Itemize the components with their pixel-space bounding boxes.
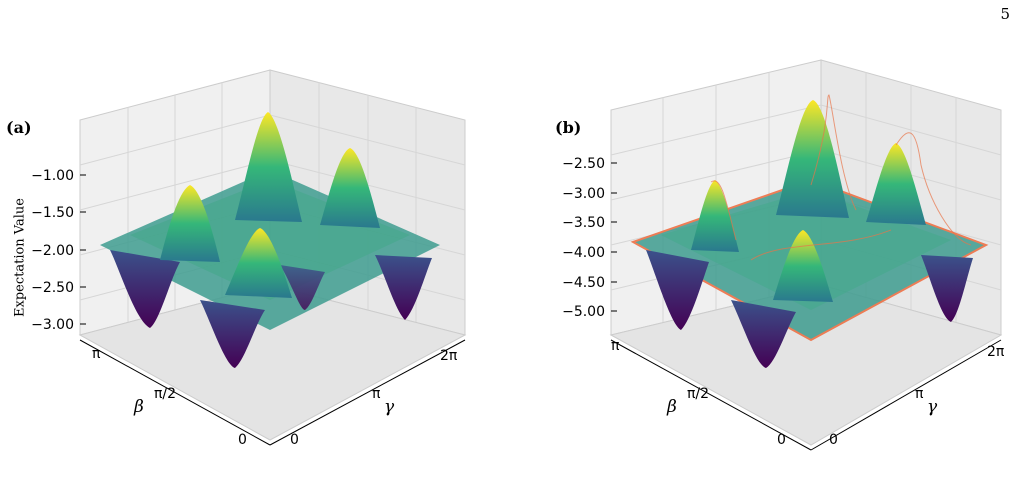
ztick-label: −2.50 (562, 156, 605, 172)
beta-tick-label: π (611, 338, 620, 354)
ztick-label: −5.00 (562, 304, 605, 320)
surface-b (630, 94, 989, 368)
beta-tick-label: π (92, 346, 101, 362)
beta-tick-label: 0 (777, 432, 786, 448)
ztick-label: −4.50 (562, 275, 605, 291)
ztick-label: −1.50 (31, 205, 74, 221)
gamma-tick-label: 0 (829, 432, 838, 448)
gamma-axis-label: γ (927, 397, 938, 417)
gamma-axis-label: γ (384, 397, 395, 417)
gamma-tick-label: 2π (440, 348, 458, 364)
beta-tick-label: π/2 (687, 386, 709, 402)
beta-axis-label: β (133, 397, 144, 417)
panel-label-b: (b) (555, 118, 582, 137)
ztick-label: −4.00 (562, 245, 605, 261)
panel-a: −1.00 −1.50 −2.00 −2.50 −3.00 π π/2 0 β … (6, 69, 467, 448)
ztick-label: −2.00 (31, 243, 74, 259)
gamma-tick-label: π (372, 386, 381, 402)
ztick-label: −3.00 (31, 317, 74, 333)
overlay-curves (710, 94, 972, 261)
gamma-tick-label: 2π (987, 344, 1005, 360)
ztick-label: −1.00 (31, 168, 74, 184)
ztick-label: −3.50 (562, 215, 605, 231)
panel-label-a: (a) (6, 118, 32, 137)
ztick-label: −3.00 (562, 186, 605, 202)
beta-axis-line (610, 339, 812, 451)
beta-tick-label: π/2 (154, 386, 176, 402)
beta-axis-label: β (666, 397, 677, 417)
page-number: 5 (1000, 5, 1010, 23)
gamma-axis-line (269, 339, 466, 446)
z-ticks-a: −1.00 −1.50 −2.00 −2.50 −3.00 (31, 168, 86, 333)
z-axis-label-a: Expectation Value (12, 198, 28, 317)
surface-plot-a: −1.00 −1.50 −2.00 −2.50 −3.00 π π/2 0 β … (31, 69, 467, 448)
surface-a (100, 112, 440, 368)
gamma-tick-label: π (915, 386, 924, 402)
z-ticks-b: −2.50 −3.00 −3.50 −4.00 −4.50 −5.00 (562, 156, 617, 320)
ztick-label: −2.50 (31, 280, 74, 296)
gamma-tick-label: 0 (290, 432, 299, 448)
beta-axis-line (79, 339, 271, 446)
beta-tick-label: 0 (238, 432, 247, 448)
gamma-axis-line (810, 339, 1002, 451)
panel-b: −2.50 −3.00 −3.50 −4.00 −4.50 −5.00 π π/… (511, 0, 1022, 493)
surface-plot-b: −2.50 −3.00 −3.50 −4.00 −4.50 −5.00 π π/… (562, 59, 1005, 451)
